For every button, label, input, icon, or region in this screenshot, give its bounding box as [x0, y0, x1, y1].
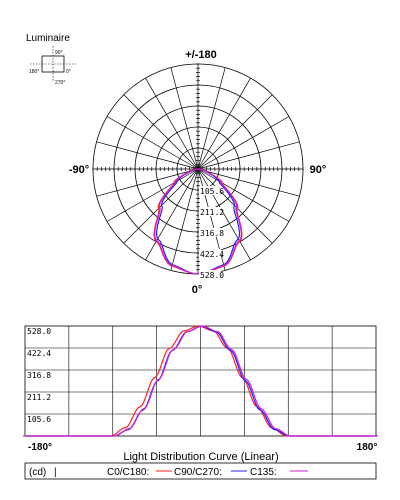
- polar-ring-label-bg: [199, 207, 221, 216]
- linear-x-left-label: -180°: [28, 442, 52, 453]
- linear-y-tick-label: 422.4: [27, 349, 51, 358]
- linear-curve-c135: [27, 325, 378, 437]
- polar-spoke: [197, 168, 290, 222]
- polar-ring-label: 211.2: [200, 208, 224, 217]
- polar-spoke: [106, 168, 199, 222]
- polar-ring-label: 316.8: [200, 229, 224, 238]
- polar-ring-label: 528.0: [200, 271, 224, 280]
- linear-y-tick-label: 211.2: [27, 393, 51, 402]
- polar-ring-label: 105.6: [200, 187, 224, 196]
- polar-ring-label: 422.4: [200, 250, 224, 259]
- polar-spoke: [197, 168, 251, 261]
- legend-c90-label: C90/C270:: [174, 467, 222, 478]
- polar-spoke: [197, 168, 273, 244]
- legend-sep: |: [54, 467, 57, 478]
- polar-spoke: [123, 168, 199, 244]
- polar-spoke: [145, 168, 199, 261]
- polar-left-label: -90°: [69, 164, 89, 176]
- polar-spoke: [96, 168, 199, 197]
- linear-y-tick-label: 528.0: [27, 327, 51, 336]
- linear-y-ticks: 528.0 422.4 316.8 211.2 105.6: [27, 327, 51, 424]
- legend-unit: (cd): [29, 467, 46, 478]
- luminaire-icon-bottom: 270°: [55, 80, 65, 86]
- linear-y-tick-label: 316.8: [27, 371, 51, 380]
- linear-grid: [24, 325, 377, 437]
- linear-y-tick-label: 105.6: [27, 415, 51, 424]
- linear-curve-c0: [23, 325, 374, 437]
- polar-ring-label-bg: [199, 249, 221, 258]
- polar-curves: [153, 168, 243, 275]
- polar-right-label: 90°: [310, 164, 327, 176]
- linear-x-right-label: 180°: [357, 442, 378, 453]
- polar-ring-label-bg: [199, 270, 221, 279]
- polar-spoke: [170, 168, 199, 271]
- luminaire-icon-right: 0°: [66, 69, 71, 75]
- legend-c135-label: C135:: [250, 467, 277, 478]
- polar-bottom-label: 0°: [192, 284, 203, 296]
- polar-ring-label-bg: [199, 186, 221, 195]
- polar-spoke: [170, 67, 199, 170]
- luminaire-label: Luminaire: [26, 33, 70, 44]
- legend-c0-label: C0/C180:: [107, 467, 149, 478]
- linear-curves: [23, 325, 378, 437]
- luminaire-icon: 90° 180° 0° 270°: [29, 46, 76, 86]
- polar-ring-label-bg: [199, 228, 221, 237]
- polar-spoke: [197, 141, 300, 170]
- polar-spoke: [106, 116, 199, 170]
- polar-curve-c135: [154, 168, 242, 275]
- polar-spoke: [96, 141, 199, 170]
- polar-spoke: [197, 168, 300, 197]
- legend: (cd) | C0/C180: C90/C270: C135:: [24, 462, 377, 480]
- luminaire-icon-top: 90°: [55, 50, 63, 56]
- polar-spoke: [145, 77, 199, 170]
- polar-spoke: [197, 77, 251, 170]
- polar-ring-labels: 105.6 211.2 316.8 422.4 528.0: [199, 186, 224, 280]
- linear-curve-c90: [26, 325, 377, 437]
- luminaire-icon-left: 180°: [29, 69, 39, 75]
- polar-spoke: [197, 116, 290, 170]
- linear-title: Light Distribution Curve (Linear): [123, 451, 278, 463]
- polar-spoke: [197, 67, 226, 170]
- polar-top-label: +/-180: [185, 49, 217, 61]
- polar-spoke: [123, 94, 199, 170]
- polar-grid: [92, 63, 304, 275]
- polar-spoke: [197, 94, 273, 170]
